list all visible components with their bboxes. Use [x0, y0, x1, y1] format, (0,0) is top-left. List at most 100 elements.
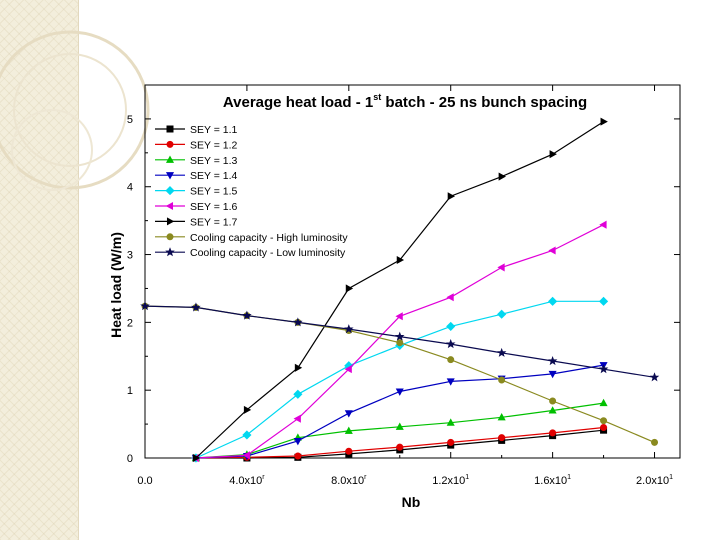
data-point — [446, 418, 455, 426]
data-point — [243, 405, 252, 414]
chart-title-main: Average heat load - 1 — [223, 94, 373, 111]
legend-label: SEY = 1.6 — [190, 201, 238, 213]
legend-marker — [165, 201, 174, 211]
legend-item: Cooling capacity - Low luminosity — [155, 247, 346, 259]
data-point — [598, 364, 609, 374]
y-tick-label: 4 — [127, 182, 133, 194]
data-point — [497, 309, 507, 319]
data-point — [549, 429, 557, 437]
legend-marker — [166, 217, 175, 226]
data-point — [498, 376, 506, 384]
data-point — [396, 339, 404, 347]
legend-label: SEY = 1.2 — [190, 139, 238, 151]
data-point — [549, 397, 557, 405]
legend-label: SEY = 1.1 — [190, 124, 238, 136]
data-point — [294, 452, 302, 460]
data-point — [549, 150, 557, 159]
data-point — [447, 356, 455, 364]
legend-marker — [165, 155, 175, 163]
data-point — [447, 192, 456, 201]
data-point — [345, 284, 354, 293]
data-point — [395, 312, 403, 321]
legend-marker — [166, 125, 174, 133]
legend-label: SEY = 1.3 — [190, 155, 238, 167]
data-point — [140, 301, 150, 311]
data-point — [598, 296, 609, 306]
chart-title-rest: batch - 25 ns bunch spacing — [381, 94, 587, 111]
series-line — [195, 300, 604, 459]
y-tick-label: 2 — [127, 317, 133, 329]
legend-item: SEY = 1.3 — [155, 155, 238, 167]
legend-marker — [165, 247, 175, 257]
data-point — [396, 443, 404, 451]
data-point — [497, 263, 505, 272]
series-line — [195, 121, 604, 459]
legend-marker — [165, 172, 175, 180]
legend-item: Cooling capacity - High luminosity — [155, 232, 348, 244]
data-point — [548, 370, 557, 379]
data-point — [446, 321, 456, 332]
x-axis-label: Nb — [402, 494, 421, 510]
data-point — [293, 414, 301, 423]
legend-label: Cooling capacity - High luminosity — [190, 232, 348, 244]
data-point — [344, 324, 354, 334]
legend-label: Cooling capacity - Low luminosity — [190, 247, 346, 259]
data-point — [599, 398, 608, 407]
x-axis-ticks: 0.0 4.0x10r 8.0x10r 1.2x101 1.6x101 2.0x101 — [137, 85, 673, 487]
data-point — [242, 310, 252, 320]
series-7 — [192, 117, 608, 463]
legend-marker — [166, 140, 174, 148]
data-point — [242, 430, 252, 440]
data-point — [649, 372, 660, 382]
x-tick-label: 8.0x10r — [331, 474, 367, 487]
data-point — [446, 293, 454, 302]
legend-marker — [165, 186, 175, 196]
y-axis-ticks: 0 1 2 3 4 5 — [127, 114, 680, 465]
x-tick-label: 1.6x101 — [534, 474, 571, 487]
legend-label: SEY = 1.5 — [190, 186, 238, 198]
legend-label: SEY = 1.7 — [190, 216, 238, 228]
plot-border — [144, 84, 681, 459]
data-point — [600, 417, 608, 425]
data-point — [294, 363, 303, 372]
legend-item: SEY = 1.2 — [155, 139, 238, 151]
data-point — [446, 378, 455, 386]
data-point — [498, 172, 506, 181]
data-point — [344, 410, 353, 418]
data-point — [447, 438, 455, 446]
slide-ornament-circles — [0, 30, 150, 191]
x-tick-label: 4.0x10r — [229, 474, 265, 487]
y-tick-label: 5 — [127, 114, 133, 126]
data-point — [548, 406, 557, 414]
series-9 — [140, 301, 660, 382]
y-tick-label: 0 — [127, 453, 133, 465]
data-point — [445, 339, 456, 349]
series-line — [144, 305, 655, 443]
legend-marker — [166, 233, 174, 241]
data-point — [600, 423, 608, 431]
series-5 — [191, 296, 609, 463]
data-point — [395, 422, 404, 430]
x-tick-label: 1.2x101 — [432, 474, 469, 487]
data-point — [191, 302, 201, 312]
data-point — [548, 246, 556, 255]
plot-frame — [144, 84, 681, 459]
legend-label: SEY = 1.4 — [190, 170, 238, 182]
data-point — [496, 347, 507, 357]
data-point — [548, 296, 558, 306]
data-point — [599, 220, 607, 229]
y-tick-label: 1 — [127, 385, 133, 397]
legend: SEY = 1.1 SEY = 1.2 SEY = 1.3 SEY = 1.4 SEY … — [155, 124, 348, 259]
data-point — [344, 426, 353, 434]
data-point — [547, 356, 558, 366]
x-tick-label: 2.0x101 — [636, 474, 673, 487]
slide-side-stripe — [0, 0, 79, 540]
data-point — [497, 413, 506, 421]
data-point — [293, 438, 302, 446]
data-point — [395, 388, 404, 396]
data-point — [396, 255, 405, 264]
data-point — [651, 438, 659, 446]
legend-item: SEY = 1.4 — [155, 170, 238, 182]
legend-item: SEY = 1.7 — [155, 216, 238, 228]
